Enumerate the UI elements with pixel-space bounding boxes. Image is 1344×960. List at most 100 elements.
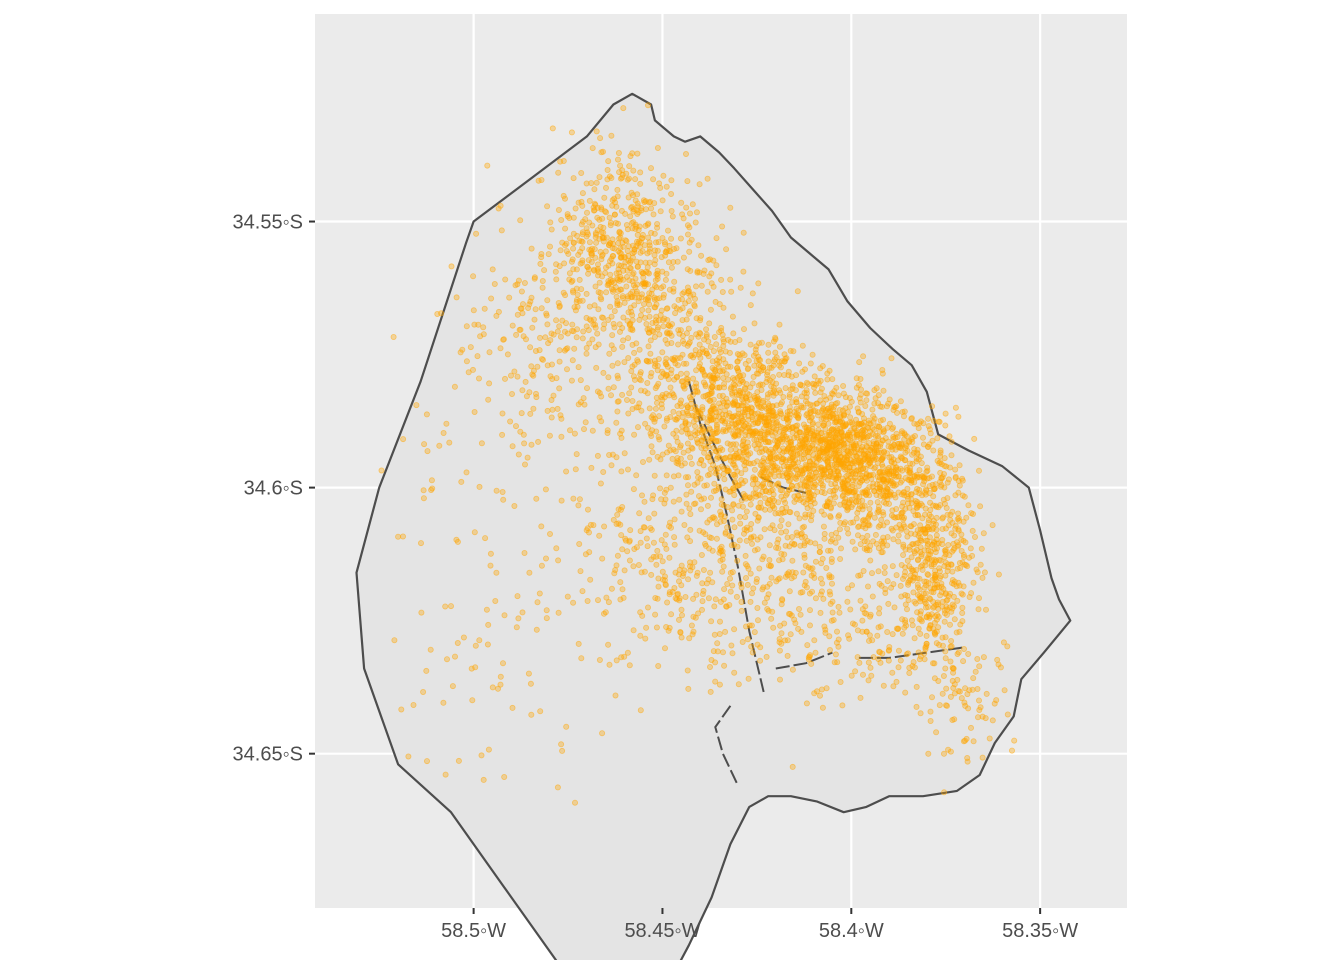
data-point: [835, 513, 842, 520]
data-point: [582, 419, 589, 426]
data-point: [922, 646, 929, 653]
data-point: [610, 384, 617, 391]
data-point: [577, 260, 584, 267]
data-point: [639, 231, 646, 238]
data-point: [901, 436, 908, 443]
data-point: [754, 605, 761, 612]
data-point: [829, 461, 836, 468]
data-point: [861, 451, 868, 458]
data-point: [815, 380, 822, 387]
data-point: [614, 186, 621, 193]
data-point: [848, 672, 855, 679]
data-point: [743, 455, 750, 462]
data-point: [476, 637, 483, 644]
data-point: [543, 615, 550, 622]
data-point: [948, 530, 955, 537]
data-point: [626, 390, 633, 397]
data-point: [947, 621, 954, 628]
data-point: [866, 512, 873, 519]
data-point: [440, 699, 447, 706]
data-point: [812, 595, 819, 602]
data-point: [811, 373, 818, 380]
data-point: [436, 442, 443, 449]
data-point: [631, 546, 638, 553]
data-point: [955, 413, 962, 420]
data-point: [947, 516, 954, 523]
data-point: [756, 565, 763, 572]
data-point: [594, 452, 601, 459]
data-point: [725, 376, 732, 383]
data-point: [635, 298, 642, 305]
data-point: [894, 433, 901, 440]
data-point: [695, 242, 702, 249]
data-point: [640, 458, 647, 465]
data-point: [917, 710, 924, 717]
data-point: [641, 388, 648, 395]
data-point: [663, 624, 670, 631]
data-point: [902, 689, 909, 696]
data-point: [653, 428, 660, 435]
data-point: [743, 537, 750, 544]
data-point: [600, 325, 607, 332]
data-point: [562, 225, 569, 232]
data-point: [875, 624, 882, 631]
data-point: [644, 543, 651, 550]
data-point: [917, 418, 924, 425]
data-point: [668, 366, 675, 373]
data-point: [776, 436, 783, 443]
data-point: [958, 531, 965, 538]
data-point: [705, 595, 712, 602]
data-point: [611, 570, 618, 577]
data-point: [888, 584, 895, 591]
data-point: [473, 230, 480, 237]
data-point: [731, 626, 738, 633]
data-point: [735, 406, 742, 413]
data-point: [917, 630, 924, 637]
data-point: [677, 235, 684, 242]
data-point: [526, 569, 533, 576]
data-point: [777, 487, 784, 494]
data-point: [609, 362, 616, 369]
data-point: [592, 321, 599, 328]
data-point: [629, 271, 636, 278]
data-point: [685, 576, 692, 583]
data-point: [635, 203, 642, 210]
data-point: [429, 485, 436, 492]
data-point: [710, 348, 717, 355]
data-point: [657, 553, 664, 560]
data-point: [719, 223, 726, 230]
data-point: [659, 197, 666, 204]
data-point: [944, 495, 951, 502]
data-point: [850, 489, 857, 496]
data-point: [787, 477, 794, 484]
data-point: [751, 320, 758, 327]
data-point: [501, 375, 508, 382]
data-point: [676, 496, 683, 503]
data-point: [688, 405, 695, 412]
data-point: [886, 500, 893, 507]
data-point: [539, 277, 546, 284]
data-point: [569, 327, 576, 334]
data-point: [579, 297, 586, 304]
data-point: [949, 577, 956, 584]
data-point: [885, 657, 892, 664]
data-point: [875, 545, 882, 552]
data-point: [812, 540, 819, 547]
data-point: [828, 426, 835, 433]
data-point: [766, 427, 773, 434]
data-point: [656, 180, 663, 187]
data-point: [836, 465, 843, 472]
data-point: [944, 702, 951, 709]
data-point: [786, 508, 793, 515]
data-point: [405, 753, 412, 760]
data-point: [727, 204, 734, 211]
data-point: [694, 389, 701, 396]
data-point: [553, 545, 560, 552]
data-point: [753, 370, 760, 377]
data-point: [823, 685, 830, 692]
data-point: [789, 399, 796, 406]
data-point: [761, 434, 768, 441]
data-point: [832, 400, 839, 407]
data-point: [960, 658, 967, 665]
data-point: [613, 419, 620, 426]
